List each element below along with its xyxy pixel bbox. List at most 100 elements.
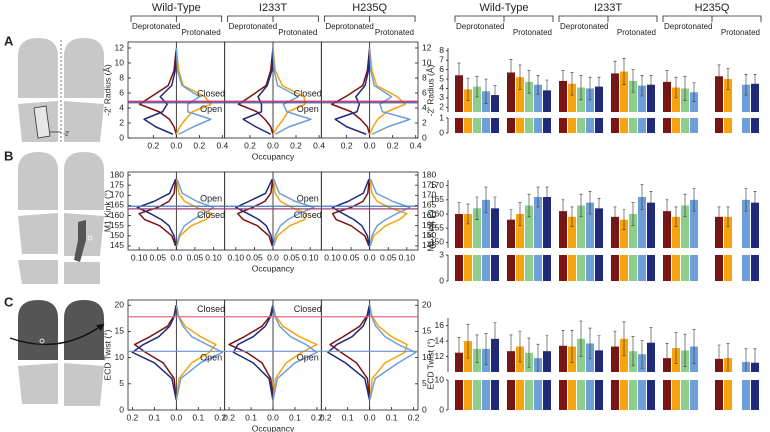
y-tick-label: 155 [110,220,124,230]
x-axis-label: Occupancy [252,151,295,161]
bar [464,214,472,248]
bar-base [482,255,490,281]
y-tick-label: 155 [430,222,444,232]
ecd-shape [64,152,104,210]
bar-base [742,380,750,410]
tmd-shape [64,363,104,406]
error-bar [518,202,522,226]
bar-base [638,380,646,410]
bar-base [559,380,567,410]
y-axis-label: M1 Kink (°) [102,190,112,232]
bar-base [482,380,490,410]
y-tick-label: 180 [422,169,436,179]
density-curve [369,178,411,247]
y-tick-label: 8 [439,45,444,55]
error-bar [692,82,696,102]
error-bar [717,344,721,372]
error-bar [753,191,757,215]
bar-base [534,118,542,133]
bar [751,83,759,112]
y-tick-label: 8 [119,72,124,82]
bar-base [559,118,567,133]
bar-base [611,118,619,133]
error-bar [493,196,497,220]
error-bar [457,336,461,369]
density-curve [175,305,224,400]
bar-base [491,255,499,281]
bar-base [455,118,463,133]
reference-label: Closed [197,304,225,314]
density-curve [232,305,274,400]
state-label: Deprotonated [229,22,277,31]
y-axis-label: M1 Kink (°) [425,209,435,251]
bar-base [681,255,689,281]
error-bar [493,85,497,105]
error-bar [631,202,635,226]
error-bar [692,329,696,364]
schematic [18,152,104,284]
x-tick-label: 0.05 [343,252,360,262]
density-curve [272,305,318,400]
bar [516,214,524,248]
bar-base [534,380,542,410]
bar [473,86,481,112]
x-tick-label: 0.0 [170,140,182,150]
ecd-shape [18,38,58,98]
x-tick-label: 0.2 [387,140,399,150]
bar-base [595,255,603,281]
error-bar [466,323,470,359]
error-bar [570,206,574,228]
bar [525,205,533,248]
bracket [662,15,762,22]
twist-arrow [9,323,105,346]
x-tick-label: 0.4 [216,140,228,150]
condition-title: H235Q [695,2,730,14]
error-bar [613,60,617,86]
bar-base [464,380,472,410]
panel-frame [320,299,419,411]
y-tick-label: 15 [422,326,432,336]
bar-base [464,255,472,281]
error-bar [457,62,461,88]
error-bar [545,79,549,102]
x-tick-label: 0.2 [244,140,256,150]
x-tick-label: 0.05 [246,252,263,262]
error-bar [726,343,730,372]
error-bar [717,64,721,88]
x-tick-label: 0.0 [267,140,279,150]
x-tick-label: 0.10 [205,252,222,262]
y-tick-label: 12 [115,42,125,52]
y-tick-label: 2 [119,117,124,127]
density-curve [175,178,215,247]
bar-base [690,380,698,410]
bar-base [620,118,628,133]
error-bar [536,74,540,95]
y-tick-label: 4 [119,102,124,112]
bar [742,199,750,248]
bar-base [491,118,499,133]
tmd-shape [18,213,58,254]
error-bar [475,334,479,364]
bar [715,76,723,112]
reference-label: Open [297,104,319,114]
bar [455,75,463,112]
bar-base [568,380,576,410]
y-tick-label: 165 [430,194,444,204]
bar-base [586,118,594,133]
x-tick-label: 0.2 [320,412,332,422]
density-curve [369,305,408,400]
ecd-shape [64,38,104,98]
tmd-shape [64,101,104,142]
state-label: Protonated [278,28,317,37]
y-tick-label: 5 [422,378,427,388]
reference-label: Closed [197,89,225,99]
state-label: Deprotonated [560,22,608,31]
y-tick-label: 0 [439,275,444,285]
y-tick-label: 6 [439,64,444,74]
bar [611,216,619,248]
error-bar [744,188,748,212]
density-curve [272,178,308,247]
x-tick-label: 0.0 [364,412,376,422]
y-tick-label: 175 [422,179,436,189]
error-bar [726,206,730,228]
